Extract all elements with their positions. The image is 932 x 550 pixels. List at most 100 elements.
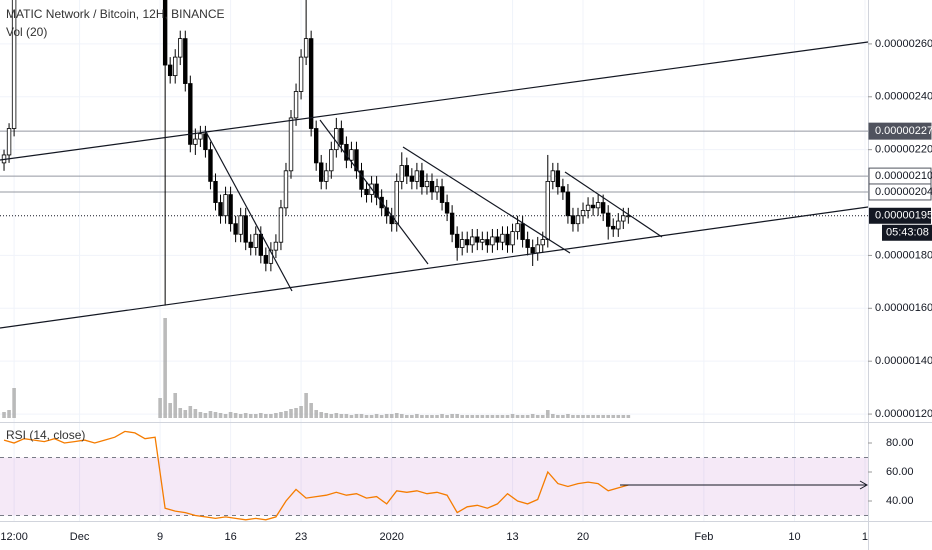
volume-bar (410, 415, 414, 418)
rsi-line (3, 430, 629, 521)
volume-bar (530, 414, 535, 418)
volume-bar (420, 415, 424, 418)
volume-bar (158, 398, 162, 418)
volume-bar (344, 414, 349, 418)
volume-bar (188, 406, 193, 418)
rsi-tick-label: 60.00 (886, 466, 914, 478)
volume-bar (405, 415, 409, 418)
candle-body (510, 231, 515, 246)
candle-body (565, 191, 571, 217)
candle-body (198, 133, 203, 140)
candle-body (555, 170, 561, 188)
candle-body (293, 91, 299, 119)
candle-body (465, 239, 470, 246)
volume-bar (178, 408, 183, 418)
volume-bar (304, 393, 308, 418)
candle-body (525, 239, 530, 248)
volume-bar (289, 409, 293, 418)
y-tick-label: 0.00000240 (875, 91, 932, 103)
volume-bar (314, 410, 318, 418)
volume-bar (394, 413, 399, 418)
y-tick-label: 0.00000260 (875, 38, 932, 50)
candle-body (454, 233, 460, 248)
volume-bar (253, 414, 258, 418)
candle-body (288, 117, 294, 172)
volume-bar (475, 415, 480, 418)
chart-title: MATIC Network / Bitcoin, 12H, BINANCE (6, 7, 225, 21)
volume-bar (545, 410, 550, 418)
volume-bar (561, 415, 565, 418)
channel-upper (0, 41, 868, 161)
candle-body (394, 180, 399, 225)
volume-bar (485, 415, 490, 418)
volume-bar (495, 415, 500, 418)
volume-bar (259, 413, 263, 418)
candle-body (535, 244, 540, 254)
volume-bar (309, 403, 313, 418)
volume-bar (269, 414, 273, 418)
candle-body (223, 194, 228, 217)
volume-bar (435, 415, 439, 418)
candle-body (545, 180, 550, 240)
candle-body (434, 186, 440, 193)
volume-bar (208, 411, 213, 418)
price-level-box (868, 183, 932, 201)
rsi-title: RSI (14, close) (6, 428, 85, 442)
candle-body (399, 165, 404, 182)
volume-bar (203, 413, 208, 418)
candle-body (580, 210, 586, 217)
price-level-label: 0.00000210 (875, 170, 932, 182)
last-price-box (869, 207, 931, 224)
candle-body (238, 215, 243, 235)
volume-bar (551, 414, 555, 418)
candle-body (258, 233, 264, 256)
volume-bar (586, 415, 590, 418)
volume-bar (354, 414, 359, 418)
trend-line (204, 129, 293, 292)
candle-body (475, 236, 480, 243)
y-tick-label: 0.00000120 (875, 408, 932, 420)
x-tick-label: 10 (788, 531, 800, 543)
candle-body (253, 233, 258, 248)
volume-bar (248, 414, 253, 418)
candle-body (193, 138, 198, 145)
volume-bar (581, 415, 585, 418)
volume-bar (566, 414, 570, 418)
candle-body (616, 220, 621, 230)
volume-bar (2, 412, 6, 418)
candle-body (505, 233, 510, 246)
volume-bar (374, 414, 379, 418)
volume-bar (626, 415, 631, 418)
candle-body (490, 236, 495, 246)
candle-body (359, 170, 364, 190)
candle-body (595, 202, 601, 209)
candle-body (621, 215, 626, 222)
candle-body (419, 170, 425, 188)
candle-body (6, 128, 12, 156)
volume-bar (576, 415, 580, 418)
candle-body (308, 38, 314, 129)
volume-bar (455, 414, 459, 418)
candle-body (283, 170, 289, 209)
volume-bar (384, 414, 389, 418)
volume-bar (515, 415, 520, 418)
rsi-band (0, 457, 868, 516)
volume-bar (450, 414, 454, 418)
candle-body (268, 249, 274, 264)
candle-body (203, 133, 208, 151)
volume-bar (329, 414, 334, 418)
volume-bar (470, 415, 475, 418)
candle-body (585, 204, 591, 211)
x-tick-label: 20 (577, 531, 589, 543)
candle-body (429, 180, 435, 193)
volume-bar (611, 415, 616, 418)
volume-bar (606, 415, 611, 418)
volume-bar (349, 415, 354, 418)
volume-bar (505, 415, 510, 418)
volume-bar (525, 415, 530, 418)
volume-bar (299, 406, 303, 418)
candle-body (273, 241, 279, 251)
volume-bar (319, 412, 324, 418)
volume-bar (173, 393, 178, 418)
